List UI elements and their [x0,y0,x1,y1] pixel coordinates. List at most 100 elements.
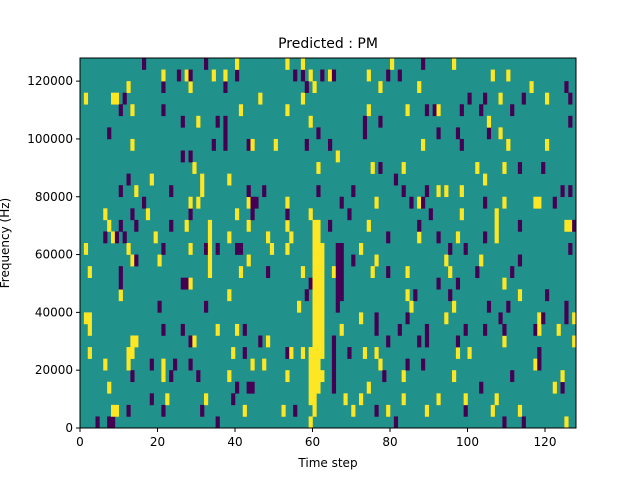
heatmap-cell [436,277,441,290]
heatmap-cell [235,323,240,336]
heatmap-cell [366,219,371,232]
heatmap-cell [568,115,573,128]
heatmap-cell [250,358,255,371]
heatmap-cell [339,243,344,255]
heatmap-cell [118,266,123,278]
heatmap-cell [254,196,259,209]
heatmap-cell [393,173,399,186]
heatmap-cell [568,185,573,198]
heatmap-cell [463,393,468,406]
heatmap-cell [374,347,379,359]
heatmap-cell [537,323,542,336]
heatmap-cell [126,81,131,93]
heatmap-cell [560,370,565,383]
heatmap-cell [331,335,337,348]
heatmap-cell [312,370,317,383]
y-tick-label: 40000 [35,305,73,319]
heatmap-cell [312,323,317,336]
heatmap-cell [242,404,247,417]
heatmap-cell [339,289,344,302]
heatmap-cell [378,162,383,174]
x-tick-label: 60 [305,435,320,449]
heatmap-cell [378,358,383,371]
heatmap-cell [169,185,174,198]
heatmap-cell [142,196,147,209]
heatmap-cell [382,370,387,383]
heatmap-cell [316,347,321,359]
heatmap-cell [401,393,406,406]
heatmap-cell [188,81,193,93]
heatmap-cell [316,323,321,336]
heatmap-cell [107,416,112,429]
heatmap-cell [316,162,321,174]
heatmap-cell [204,58,209,70]
heatmap-cell [568,92,573,105]
heatmap-cell [188,196,193,209]
heatmap-cell [188,243,193,255]
heatmap-cell [331,381,337,394]
heatmap-cell [320,266,325,278]
heatmap-cell [107,127,112,140]
heatmap-cell [300,69,306,82]
heatmap-cell [331,347,337,359]
heatmap-cell [204,300,209,313]
heatmap-cell [521,416,526,429]
heatmap-cell [111,92,116,105]
heatmap-cell [103,358,108,371]
heatmap-cell [312,358,317,371]
heatmap-cell [308,370,313,383]
heatmap-cell [242,347,247,359]
heatmap-cell [374,323,379,336]
heatmap-cell [161,69,166,82]
heatmap-cell [242,323,247,336]
heatmap-cell [483,231,488,244]
plot-area [80,58,577,429]
heatmap-cell [417,231,422,244]
heatmap-cell [223,115,228,128]
heatmap-cell [246,185,251,198]
heatmap-cell [486,127,492,140]
heatmap-cell [409,300,414,313]
heatmap-cell [285,347,290,359]
y-tick-label: 60000 [35,248,73,262]
heatmap-cell [308,381,313,394]
heatmap-cell [452,370,457,383]
heatmap-cell [289,231,294,244]
heatmap-cell [308,358,313,371]
heatmap-cell [235,58,240,70]
heatmap-cell [479,104,484,117]
heatmap-cell [281,404,286,417]
heatmap-cell [572,335,577,348]
heatmap-cell [285,208,290,221]
heatmap-cell [498,127,503,140]
heatmap-cell [463,404,468,417]
heatmap-cell [374,254,379,267]
y-tick-label: 120000 [27,74,73,88]
heatmap-cell [475,266,480,278]
heatmap-cell [235,243,240,255]
heatmap-cell [529,81,534,93]
heatmap-cell [374,196,379,209]
heatmap-cell [316,219,321,232]
heatmap-cell [118,277,123,290]
heatmap-cell [169,219,174,232]
heatmap-cell [114,231,120,244]
heatmap-cell [316,300,321,313]
heatmap-cell [428,208,433,221]
heatmap-cell [126,347,131,359]
x-axis: 0 20 40 60 80 100 120 [76,428,556,449]
heatmap-cell [370,162,375,174]
heatmap-cell [161,243,166,255]
x-tick-label: 0 [76,435,84,449]
heatmap-cell [552,196,557,209]
heatmap-cell [564,81,569,93]
heatmap-cell [483,92,488,105]
heatmap-cell [95,416,100,429]
heatmap-cell [246,254,251,267]
heatmap-cell [517,162,523,174]
heatmap-cell [111,404,116,417]
x-axis-label: Time step [297,456,357,470]
heatmap-cell [386,404,391,417]
heatmap-cell [351,254,356,267]
heatmap-cell [130,254,135,267]
